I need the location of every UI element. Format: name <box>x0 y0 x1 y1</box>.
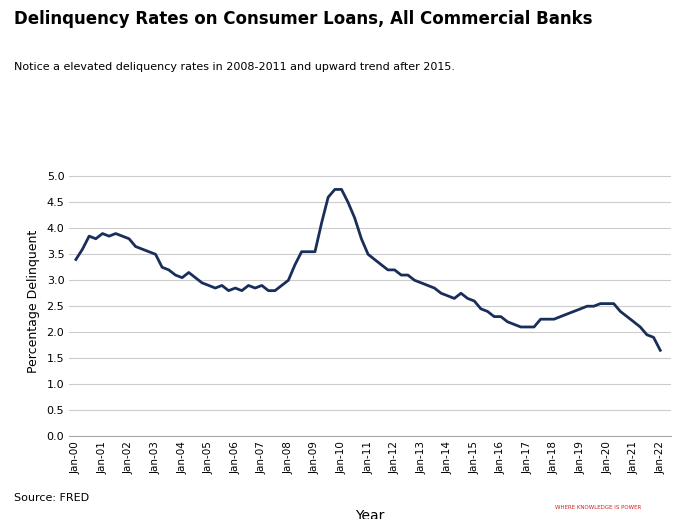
X-axis label: Year: Year <box>356 509 385 519</box>
Text: WHERE KNOWLEDGE IS POWER: WHERE KNOWLEDGE IS POWER <box>556 505 641 510</box>
Text: orld: orld <box>610 487 637 501</box>
Text: IBIS: IBIS <box>531 487 563 501</box>
Text: Source: FRED: Source: FRED <box>14 494 89 503</box>
Text: W: W <box>594 487 609 501</box>
Text: Notice a elevated deliquency rates in 2008-2011 and upward trend after 2015.: Notice a elevated deliquency rates in 20… <box>14 62 455 72</box>
Text: Delinquency Rates on Consumer Loans, All Commercial Banks: Delinquency Rates on Consumer Loans, All… <box>14 10 592 29</box>
Y-axis label: Percentage Delinquent: Percentage Delinquent <box>27 229 39 373</box>
